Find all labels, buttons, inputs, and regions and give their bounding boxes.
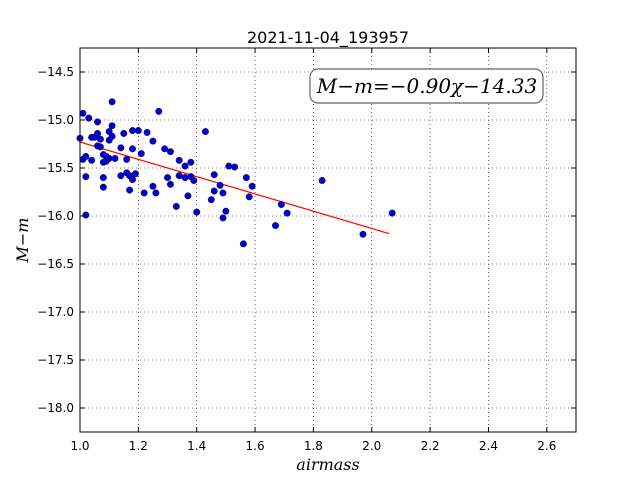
data-point: [99, 183, 107, 191]
y-tick-label: −17.5: [37, 353, 74, 367]
data-point: [126, 186, 134, 194]
data-point: [108, 122, 116, 130]
x-tick-label: 2.6: [537, 439, 556, 453]
data-point: [181, 162, 189, 170]
data-point: [187, 158, 195, 166]
x-tick-label: 1.0: [70, 439, 89, 453]
data-point: [219, 214, 227, 222]
x-tick-label: 1.8: [304, 439, 323, 453]
data-point: [166, 180, 174, 188]
data-point: [155, 107, 163, 115]
data-point: [105, 154, 113, 162]
y-tick-label: −14.5: [37, 65, 74, 79]
data-point: [117, 144, 125, 152]
fit-line-group: [79, 141, 390, 235]
data-point: [193, 208, 201, 216]
annotation-box: [309, 68, 544, 104]
data-point: [82, 153, 90, 160]
data-point: [140, 189, 148, 197]
data-point: [99, 174, 107, 182]
data-point: [152, 189, 160, 197]
data-point: [172, 202, 180, 210]
x-axis-label: airmass: [296, 455, 359, 474]
data-point: [283, 209, 291, 217]
data-point: [277, 201, 285, 208]
data-point: [82, 173, 90, 181]
data-point: [231, 163, 239, 171]
data-point: [222, 207, 230, 215]
y-tick-label: −15.5: [37, 161, 74, 175]
data-point: [175, 156, 183, 164]
data-point: [143, 129, 151, 136]
y-tick-label: −18.0: [37, 401, 74, 415]
x-tick-label: 1.2: [129, 439, 148, 453]
data-point: [210, 187, 218, 195]
data-point: [272, 222, 279, 230]
data-point: [85, 114, 93, 122]
axis-ticks: [79, 48, 576, 432]
x-tick-label: 2.4: [479, 439, 498, 453]
data-point: [245, 193, 253, 201]
fit-line: [79, 141, 390, 235]
data-point: [96, 143, 104, 151]
data-point: [207, 196, 215, 204]
data-point: [120, 129, 128, 137]
data-point: [94, 129, 101, 137]
data-point: [88, 156, 96, 164]
data-point: [175, 172, 183, 180]
data-point: [164, 174, 171, 182]
data-point: [108, 132, 116, 140]
data-point: [79, 109, 87, 117]
data-point: [181, 174, 189, 182]
data-point: [248, 182, 256, 190]
x-tick-label: 1.6: [246, 439, 265, 453]
data-point: [108, 98, 116, 106]
y-axis-label: M−m: [13, 218, 32, 264]
y-tick-label: −15.0: [37, 113, 74, 127]
data-point: [131, 170, 139, 178]
data-point: [184, 192, 192, 200]
x-tick-label: 2.2: [421, 439, 440, 453]
plot-frame: [79, 47, 577, 433]
data-point: [149, 182, 157, 190]
data-point: [111, 154, 119, 162]
data-point: [318, 177, 326, 184]
data-point: [219, 189, 227, 197]
data-point: [216, 181, 224, 189]
data-point: [123, 155, 131, 163]
chart-title: 2021-11-04_193957: [247, 28, 409, 48]
y-tick-label: −17.0: [37, 305, 74, 319]
data-point: [137, 150, 145, 158]
fit-annotation: M−m=−0.90χ−14.33: [309, 68, 544, 104]
data-point: [134, 127, 142, 135]
y-tick-label: −16.0: [37, 209, 74, 223]
data-point: [166, 148, 174, 156]
data-point: [359, 230, 367, 238]
data-point: [82, 211, 90, 219]
data-point: [129, 176, 136, 183]
x-tick-label: 1.4: [187, 439, 206, 453]
data-point: [239, 240, 247, 248]
data-point: [190, 177, 198, 184]
data-point: [225, 162, 233, 170]
data-point: [149, 137, 157, 145]
data-point: [129, 145, 136, 153]
y-tick-label: −16.5: [37, 257, 74, 271]
tick-labels: 1.0 1.2 1.4 1.6 1.8 2.0 2.2 2.4 2.6 −14.5 −15.0 −15…: [37, 65, 556, 453]
data-point: [388, 209, 396, 217]
data-point: [161, 145, 169, 153]
data-point: [96, 135, 104, 143]
data-point: [242, 174, 250, 182]
data-point: [129, 127, 136, 135]
data-point: [210, 171, 218, 179]
data-point: [117, 172, 125, 180]
data-point: [94, 118, 101, 126]
x-tick-label: 2.0: [362, 439, 381, 453]
data-point: [202, 128, 209, 135]
annotation-text: M−m=−0.90χ−14.33: [316, 74, 537, 98]
scatter-points: [76, 98, 396, 248]
